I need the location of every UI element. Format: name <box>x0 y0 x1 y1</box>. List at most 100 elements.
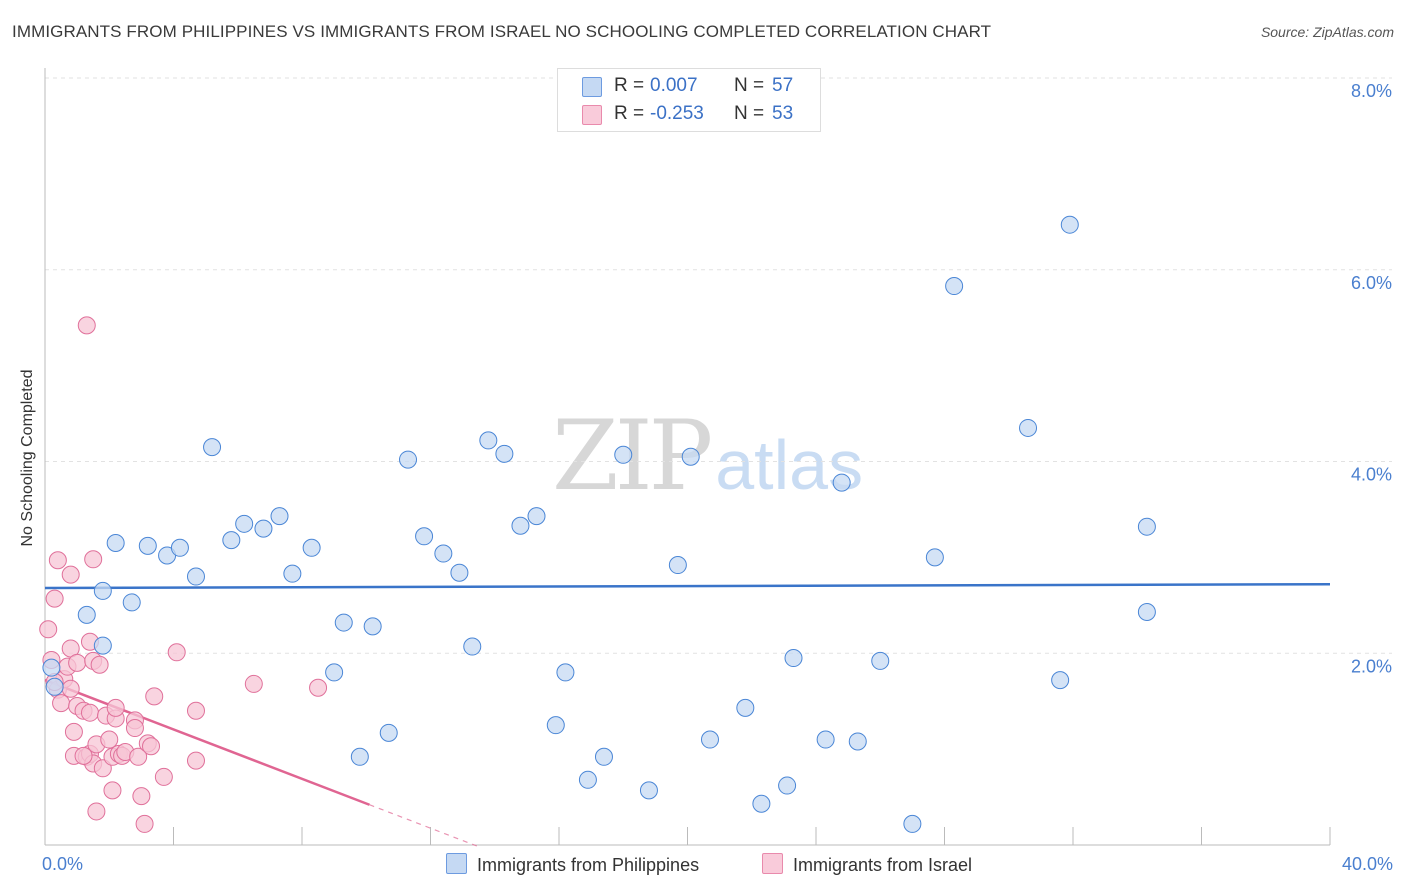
trend-layer <box>44 582 1331 848</box>
point-philippines <box>1060 215 1079 234</box>
point-philippines <box>479 431 498 450</box>
point-philippines <box>93 581 112 600</box>
point-philippines <box>106 533 125 552</box>
point-philippines <box>903 814 922 833</box>
point-philippines <box>1137 517 1156 536</box>
n-value-israel: 53 <box>772 103 794 124</box>
r-value-philippines: 0.007 <box>650 75 698 96</box>
point-philippines <box>254 519 273 538</box>
point-philippines <box>170 538 189 557</box>
point-israel <box>64 722 83 741</box>
point-philippines <box>450 563 469 582</box>
point-israel <box>106 698 125 717</box>
point-israel <box>48 551 67 570</box>
point-philippines <box>578 770 597 789</box>
point-israel <box>167 643 186 662</box>
r-label: R = <box>614 103 645 124</box>
point-philippines <box>871 651 890 670</box>
point-israel <box>145 687 164 706</box>
point-philippines <box>350 747 369 766</box>
point-israel <box>186 701 205 720</box>
chart-source: Source: ZipAtlas.com <box>1260 24 1394 40</box>
point-israel <box>129 747 148 766</box>
point-philippines <box>925 548 944 567</box>
point-philippines <box>1051 671 1070 690</box>
point-philippines <box>415 527 434 546</box>
point-philippines <box>594 747 613 766</box>
legend-item-israel[interactable]: Immigrants from Israel <box>762 853 972 876</box>
point-israel <box>309 678 328 697</box>
trendline-israel-extension <box>369 804 479 848</box>
point-philippines <box>511 516 530 535</box>
point-philippines <box>283 564 302 583</box>
point-israel <box>61 679 80 698</box>
point-israel <box>125 719 144 738</box>
philippines-swatch <box>582 77 602 97</box>
points-layer <box>39 215 1156 833</box>
legend-item-philippines[interactable]: Immigrants from Philippines <box>446 853 699 876</box>
point-philippines <box>270 507 289 526</box>
stats-box: R = 0.007 N = 57 R = -0.253 N = 53 <box>557 68 821 132</box>
point-philippines <box>848 732 867 751</box>
point-philippines <box>235 514 254 533</box>
point-philippines <box>334 613 353 632</box>
y-tick-label: 8.0% <box>1351 81 1392 101</box>
trendline-israel <box>44 678 370 806</box>
y-tick-label: 2.0% <box>1351 656 1392 676</box>
point-philippines <box>832 473 851 492</box>
point-philippines <box>614 445 633 464</box>
point-philippines <box>363 617 382 636</box>
point-israel <box>77 316 96 335</box>
point-philippines <box>302 538 321 557</box>
x-tick-label: 40.0% <box>1342 854 1393 874</box>
legend-swatch-israel <box>762 853 783 874</box>
point-philippines <box>736 698 755 717</box>
legend-swatch-philippines <box>446 853 467 874</box>
point-israel <box>84 550 103 569</box>
point-philippines <box>556 663 575 682</box>
point-philippines <box>45 677 64 696</box>
point-israel <box>87 802 106 821</box>
y-tick-label: 4.0% <box>1351 465 1392 485</box>
point-israel <box>244 674 263 693</box>
x-tick-label: 0.0% <box>42 854 83 874</box>
point-israel <box>90 655 109 674</box>
point-israel <box>186 751 205 770</box>
point-philippines <box>222 531 241 550</box>
point-israel <box>52 694 71 713</box>
point-philippines <box>639 781 658 800</box>
point-israel <box>132 787 151 806</box>
point-israel <box>93 759 112 778</box>
chart-title: IMMIGRANTS FROM PHILIPPINES VS IMMIGRANT… <box>12 22 992 41</box>
point-philippines <box>681 447 700 466</box>
point-israel <box>74 746 93 765</box>
point-israel <box>39 620 58 639</box>
point-philippines <box>784 649 803 668</box>
point-philippines <box>1019 418 1038 437</box>
point-philippines <box>778 776 797 795</box>
point-philippines <box>495 444 514 463</box>
trendline-philippines <box>44 582 1331 590</box>
point-philippines <box>463 637 482 656</box>
point-philippines <box>186 567 205 586</box>
n-value-philippines: 57 <box>772 75 794 96</box>
point-philippines <box>945 277 964 296</box>
point-philippines <box>399 450 418 469</box>
point-philippines <box>752 794 771 813</box>
legend-label-philippines: Immigrants from Philippines <box>477 855 700 875</box>
point-philippines <box>379 723 398 742</box>
point-israel <box>61 565 80 584</box>
point-israel <box>154 767 173 786</box>
point-philippines <box>816 730 835 749</box>
n-label: N = <box>734 103 765 124</box>
grid-layer <box>45 77 1392 654</box>
point-israel <box>68 653 87 672</box>
point-philippines <box>527 507 546 526</box>
point-philippines <box>138 536 157 555</box>
point-philippines <box>434 544 453 563</box>
point-israel <box>80 703 99 722</box>
point-philippines <box>42 658 61 677</box>
point-philippines <box>325 663 344 682</box>
point-philippines <box>77 605 96 624</box>
